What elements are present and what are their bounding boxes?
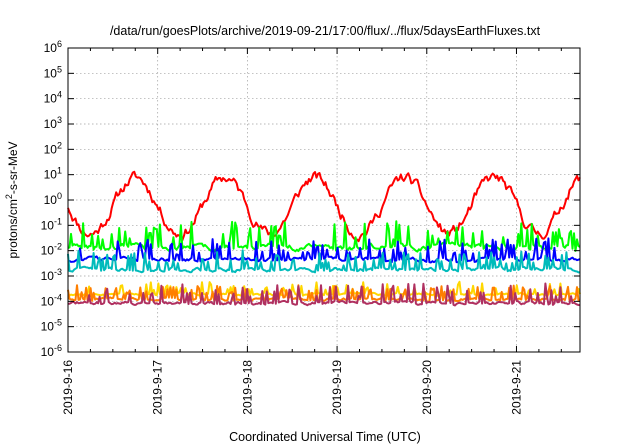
y-tick-label: 104 (44, 90, 62, 106)
x-tick-label: 2019-9-20 (420, 360, 434, 415)
y-axis: 10-6 10-5 10-4 10-3 10-2 10-1 100 101 102 103 104 1… (41, 39, 580, 359)
x-axis-label: Coordinated Universal Time (UTC) (229, 430, 421, 444)
x-tick-label: 2019-9-19 (330, 360, 344, 415)
y-tick-label: 10-5 (41, 318, 62, 334)
data-series (67, 170, 581, 307)
x-tick-label: 2019-9-21 (509, 360, 523, 415)
x-tick-label: 2019-9-16 (61, 360, 75, 415)
x-axis: 2019-9-16 2019-9-17 2019-9-18 2019-9-19 2019… (61, 48, 562, 415)
flux-series-line (67, 220, 581, 253)
y-tick-label: 102 (44, 140, 62, 156)
y-tick-label: 106 (44, 39, 62, 55)
flux-series-line (67, 249, 580, 274)
y-tick-label: 105 (44, 64, 62, 80)
chart-title: /data/run/goesPlots/archive/2019-09-21/1… (110, 24, 541, 38)
y-tick-label: 103 (44, 115, 62, 131)
x-tick-label: 2019-9-17 (151, 360, 165, 415)
flux-series-line (68, 282, 581, 307)
y-tick-label: 101 (44, 166, 62, 182)
y-axis-label: protons/cm2-s-sr-MeV (4, 141, 20, 258)
flux-series-line (67, 237, 581, 264)
x-tick-label: 2019-9-18 (240, 360, 254, 415)
y-tick-label: 10-6 (41, 343, 62, 359)
flux-series-line (67, 280, 581, 297)
grid-lines (68, 48, 580, 352)
flux-series-line (67, 170, 581, 243)
y-tick-label: 10-3 (41, 267, 62, 283)
y-tick-label: 10-2 (41, 242, 62, 258)
y-tick-label: 100 (44, 191, 62, 207)
y-tick-label: 10-1 (41, 216, 62, 232)
y-tick-label: 10-4 (41, 292, 62, 308)
